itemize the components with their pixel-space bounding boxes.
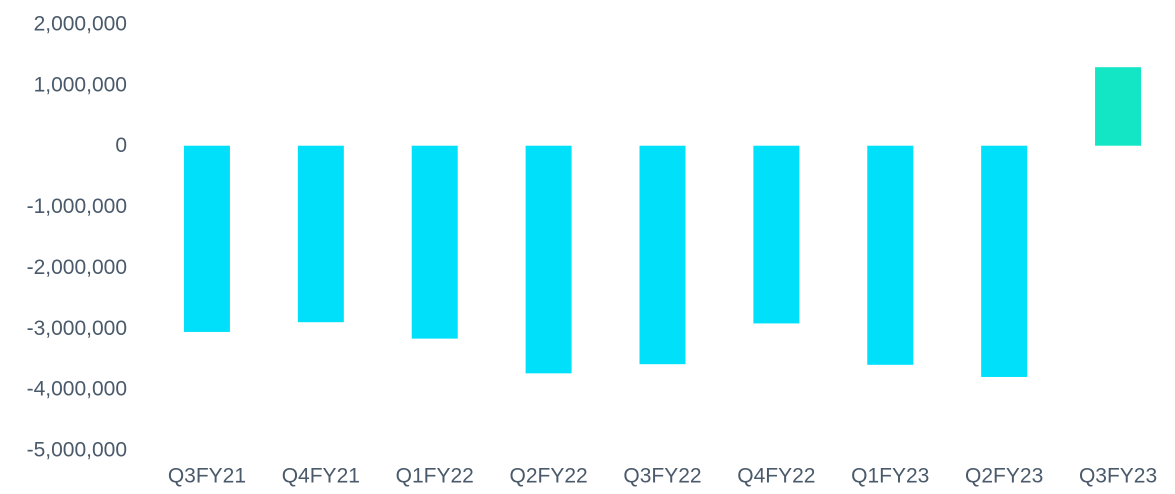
x-tick-label: Q2FY23 xyxy=(965,465,1043,488)
y-tick-label: -1,000,000 xyxy=(27,195,127,218)
bar-q2fy23 xyxy=(981,145,1028,377)
y-tick-label: -2,000,000 xyxy=(27,256,127,279)
bar-q3fy22 xyxy=(639,145,686,365)
bar-q2fy22 xyxy=(525,145,572,374)
y-axis: 2,000,000 1,000,000 0 -1,000,000 -2,000,000 -… xyxy=(27,13,127,462)
y-tick-label: 2,000,000 xyxy=(34,13,127,36)
y-tick-label: -3,000,000 xyxy=(27,317,127,340)
y-tick-label: 1,000,000 xyxy=(34,73,127,96)
x-axis: Q3FY21 Q4FY21 Q1FY22 Q2FY22 Q3FY22 Q4FY22 Q1FY… xyxy=(168,465,1157,488)
y-tick-label: -5,000,000 xyxy=(27,439,127,462)
x-tick-label: Q3FY21 xyxy=(168,465,246,488)
x-tick-label: Q4FY21 xyxy=(282,465,360,488)
bar-q1fy22 xyxy=(411,145,458,339)
x-tick-label: Q1FY22 xyxy=(396,465,474,488)
bar-q3fy23 xyxy=(1095,67,1142,146)
bars-group xyxy=(183,67,1142,377)
bar-q3fy21 xyxy=(183,145,230,332)
x-tick-label: Q3FY22 xyxy=(623,465,701,488)
x-tick-label: Q2FY22 xyxy=(510,465,588,488)
y-tick-label: -4,000,000 xyxy=(27,378,127,401)
bar-q4fy21 xyxy=(297,145,344,323)
bar-q1fy23 xyxy=(867,145,914,365)
x-tick-label: Q1FY23 xyxy=(851,465,929,488)
x-tick-label: Q3FY23 xyxy=(1079,465,1157,488)
x-tick-label: Q4FY22 xyxy=(737,465,815,488)
y-tick-label: 0 xyxy=(115,134,127,157)
bar-q4fy22 xyxy=(753,145,800,324)
